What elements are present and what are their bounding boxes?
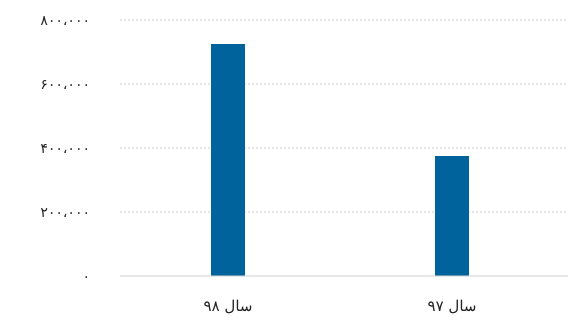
bar [211, 44, 245, 276]
x-axis-category-labels: سال ۹۸ سال ۹۷ [204, 297, 477, 315]
y-tick-label: ۴۰۰،۰۰۰ [40, 141, 90, 157]
y-tick-label: ۰ [82, 269, 90, 285]
y-tick-label: ۸۰۰،۰۰۰ [40, 13, 90, 29]
bar [435, 156, 469, 276]
bars [211, 44, 469, 276]
y-tick-label: ۲۰۰،۰۰۰ [40, 205, 90, 221]
x-category-label: سال ۹۸ [204, 297, 253, 315]
y-axis-tick-labels: ۰ ۲۰۰،۰۰۰ ۴۰۰،۰۰۰ ۶۰۰،۰۰۰ ۸۰۰،۰۰۰ [40, 13, 90, 285]
gridlines [120, 19, 568, 213]
y-tick-label: ۶۰۰،۰۰۰ [40, 77, 90, 93]
x-category-label: سال ۹۷ [428, 297, 477, 315]
